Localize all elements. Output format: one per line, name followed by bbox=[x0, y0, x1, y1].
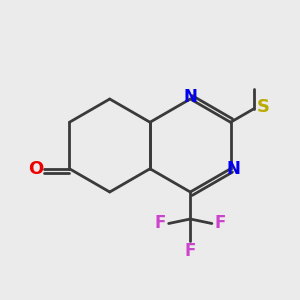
Text: F: F bbox=[184, 242, 196, 260]
Text: N: N bbox=[183, 88, 197, 106]
Text: S: S bbox=[256, 98, 269, 116]
Text: O: O bbox=[28, 160, 43, 178]
Text: N: N bbox=[226, 160, 240, 178]
Text: F: F bbox=[154, 214, 166, 232]
Text: F: F bbox=[214, 214, 226, 232]
